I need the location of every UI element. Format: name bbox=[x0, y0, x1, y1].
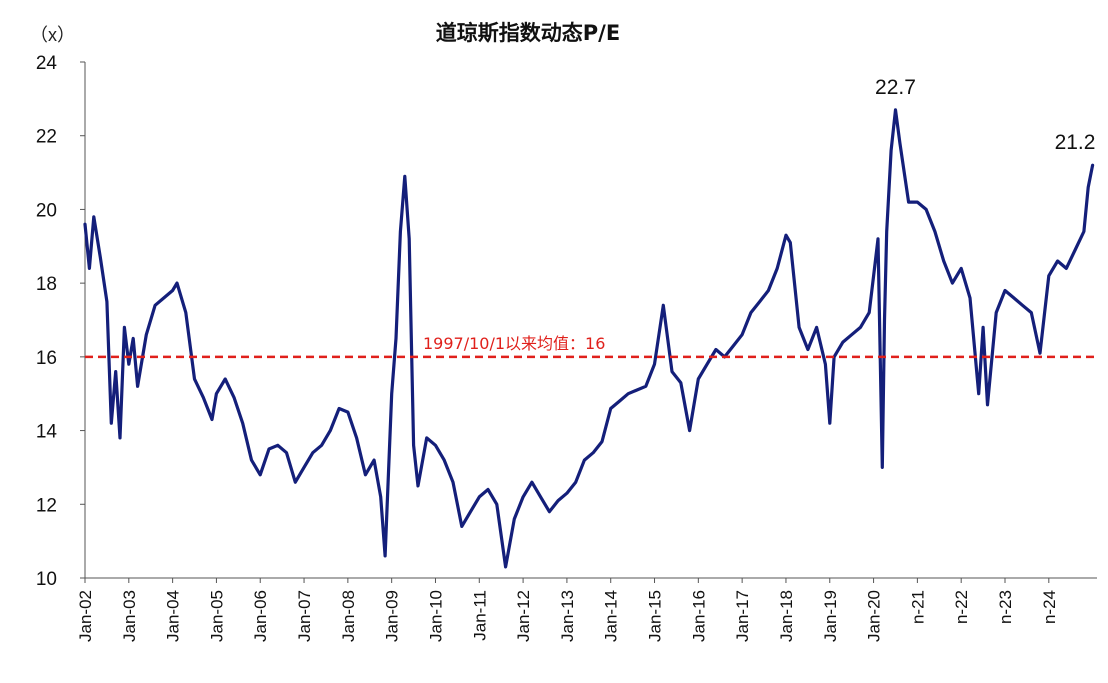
y-tick-label: 20 bbox=[36, 200, 57, 221]
x-tick-label: Jan-03 bbox=[120, 590, 139, 642]
x-tick-label: Jan-11 bbox=[470, 590, 489, 641]
x-tick-label: n-23 bbox=[996, 590, 1015, 624]
x-tick-label: Jan-18 bbox=[777, 590, 796, 642]
y-tick-label: 24 bbox=[36, 53, 58, 74]
y-unit-label: （x） bbox=[30, 25, 75, 45]
x-tick-label: n-21 bbox=[908, 590, 927, 624]
y-axis: 10 12 14 16 18 20 22 24 bbox=[36, 53, 86, 590]
y-tick-label: 12 bbox=[36, 495, 57, 516]
x-tick-label: Jan-16 bbox=[689, 590, 708, 642]
peak-value-label: 22.7 bbox=[875, 76, 916, 99]
x-tick-label: Jan-02 bbox=[76, 590, 95, 642]
x-tick-label: Jan-14 bbox=[602, 590, 621, 642]
pe-series-line bbox=[83, 108, 1095, 569]
x-tick-label: Jan-04 bbox=[164, 590, 183, 642]
x-axis: Jan-02 Jan-03 Jan-04 Jan-05 Jan-06 Jan-07 Jan-… bbox=[76, 577, 1097, 642]
y-tick-label: 10 bbox=[36, 569, 57, 590]
x-tick-label: Jan-17 bbox=[733, 590, 752, 642]
y-tick-label: 18 bbox=[36, 274, 57, 295]
x-tick-label: Jan-10 bbox=[426, 590, 445, 642]
x-tick-label: Jan-07 bbox=[295, 590, 314, 642]
x-tick-label: Jan-05 bbox=[207, 590, 226, 642]
annotation-layer: 22.7 21.2 bbox=[875, 76, 1095, 154]
x-tick-label: Jan-19 bbox=[821, 590, 840, 642]
x-tick-label: n-24 bbox=[1040, 590, 1059, 624]
x-tick-label: Jan-12 bbox=[514, 590, 533, 642]
y-tick-label: 22 bbox=[36, 127, 57, 148]
x-tick-label: Jan-09 bbox=[383, 590, 402, 642]
x-tick-label: n-22 bbox=[952, 590, 971, 624]
x-tick-label: Jan-06 bbox=[251, 590, 270, 642]
x-tick-label: Jan-15 bbox=[646, 590, 665, 642]
peak-value-label: 21.2 bbox=[1055, 131, 1096, 154]
chart-title: 道琼斯指数动态P/E bbox=[436, 21, 620, 45]
x-tick-label: Jan-08 bbox=[339, 590, 358, 642]
average-reference-label: 1997/10/1以来均值：16 bbox=[423, 334, 605, 353]
y-tick-label: 16 bbox=[36, 348, 57, 369]
series-layer bbox=[83, 108, 1095, 569]
y-tick-label: 14 bbox=[36, 422, 58, 443]
x-tick-label: Jan-13 bbox=[558, 590, 577, 642]
reference-layer: 1997/10/1以来均值：16 bbox=[85, 334, 1097, 359]
x-tick-label: Jan-20 bbox=[865, 590, 884, 642]
